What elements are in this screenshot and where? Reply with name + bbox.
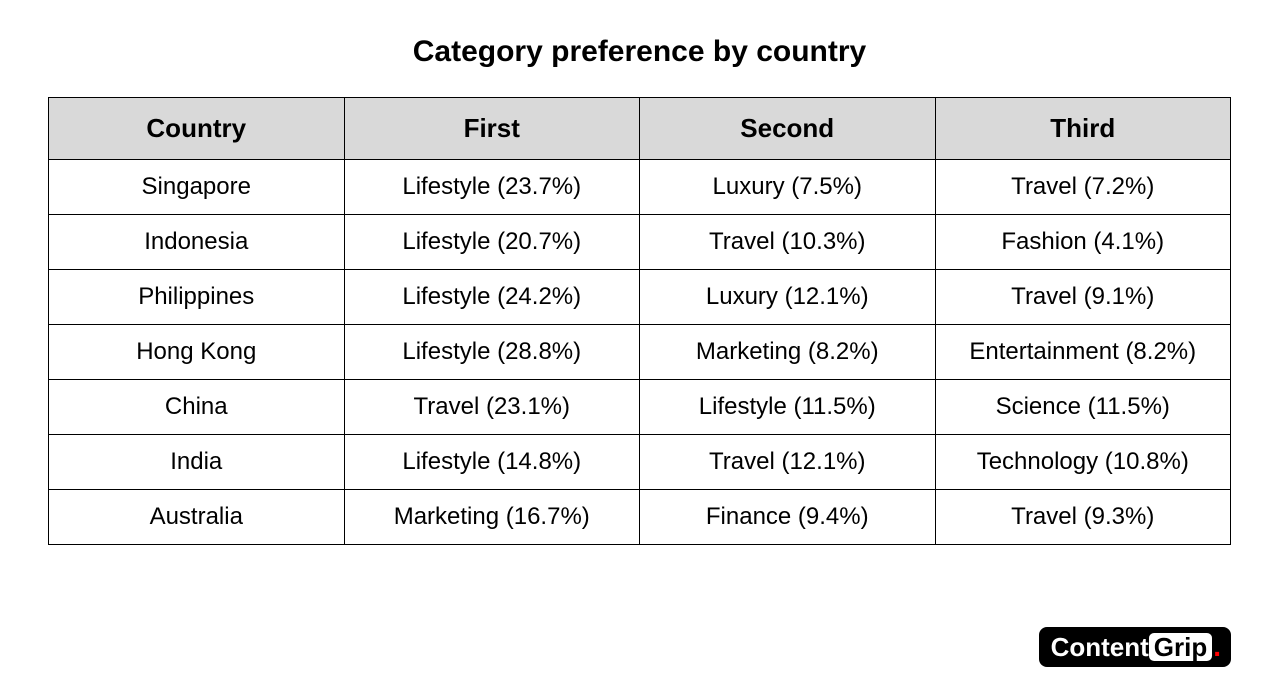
category-preference-table: Country First Second Third Singapore Lif… (48, 97, 1231, 545)
cell-second: Travel (10.3%) (640, 215, 936, 270)
cell-country: Australia (49, 490, 345, 545)
column-header-second: Second (640, 98, 936, 160)
cell-third: Travel (9.1%) (935, 270, 1231, 325)
column-header-first: First (344, 98, 640, 160)
table-row: Indonesia Lifestyle (20.7%) Travel (10.3… (49, 215, 1231, 270)
cell-third: Technology (10.8%) (935, 435, 1231, 490)
table-row: India Lifestyle (14.8%) Travel (12.1%) T… (49, 435, 1231, 490)
cell-country: Philippines (49, 270, 345, 325)
cell-third: Entertainment (8.2%) (935, 325, 1231, 380)
table-row: Singapore Lifestyle (23.7%) Luxury (7.5%… (49, 160, 1231, 215)
cell-country: Singapore (49, 160, 345, 215)
table-row: Philippines Lifestyle (24.2%) Luxury (12… (49, 270, 1231, 325)
cell-second: Lifestyle (11.5%) (640, 380, 936, 435)
cell-country: Indonesia (49, 215, 345, 270)
cell-second: Finance (9.4%) (640, 490, 936, 545)
column-header-country: Country (49, 98, 345, 160)
cell-third: Travel (9.3%) (935, 490, 1231, 545)
table-row: China Travel (23.1%) Lifestyle (11.5%) S… (49, 380, 1231, 435)
cell-third: Science (11.5%) (935, 380, 1231, 435)
cell-first: Lifestyle (20.7%) (344, 215, 640, 270)
cell-country: India (49, 435, 345, 490)
table-header-row: Country First Second Third (49, 98, 1231, 160)
cell-first: Marketing (16.7%) (344, 490, 640, 545)
column-header-third: Third (935, 98, 1231, 160)
cell-second: Marketing (8.2%) (640, 325, 936, 380)
cell-first: Lifestyle (24.2%) (344, 270, 640, 325)
cell-first: Lifestyle (23.7%) (344, 160, 640, 215)
cell-third: Travel (7.2%) (935, 160, 1231, 215)
logo-dot: . (1213, 633, 1221, 661)
logo-content-text: Content (1051, 634, 1149, 660)
cell-second: Luxury (7.5%) (640, 160, 936, 215)
table-row: Australia Marketing (16.7%) Finance (9.4… (49, 490, 1231, 545)
cell-third: Fashion (4.1%) (935, 215, 1231, 270)
cell-second: Luxury (12.1%) (640, 270, 936, 325)
contentgrip-logo: ContentGrip. (1039, 627, 1231, 667)
cell-second: Travel (12.1%) (640, 435, 936, 490)
table-row: Hong Kong Lifestyle (28.8%) Marketing (8… (49, 325, 1231, 380)
cell-first: Travel (23.1%) (344, 380, 640, 435)
cell-first: Lifestyle (14.8%) (344, 435, 640, 490)
cell-country: China (49, 380, 345, 435)
cell-country: Hong Kong (49, 325, 345, 380)
logo-grip-text: Grip (1149, 633, 1212, 661)
cell-first: Lifestyle (28.8%) (344, 325, 640, 380)
page-title: Category preference by country (48, 35, 1231, 69)
